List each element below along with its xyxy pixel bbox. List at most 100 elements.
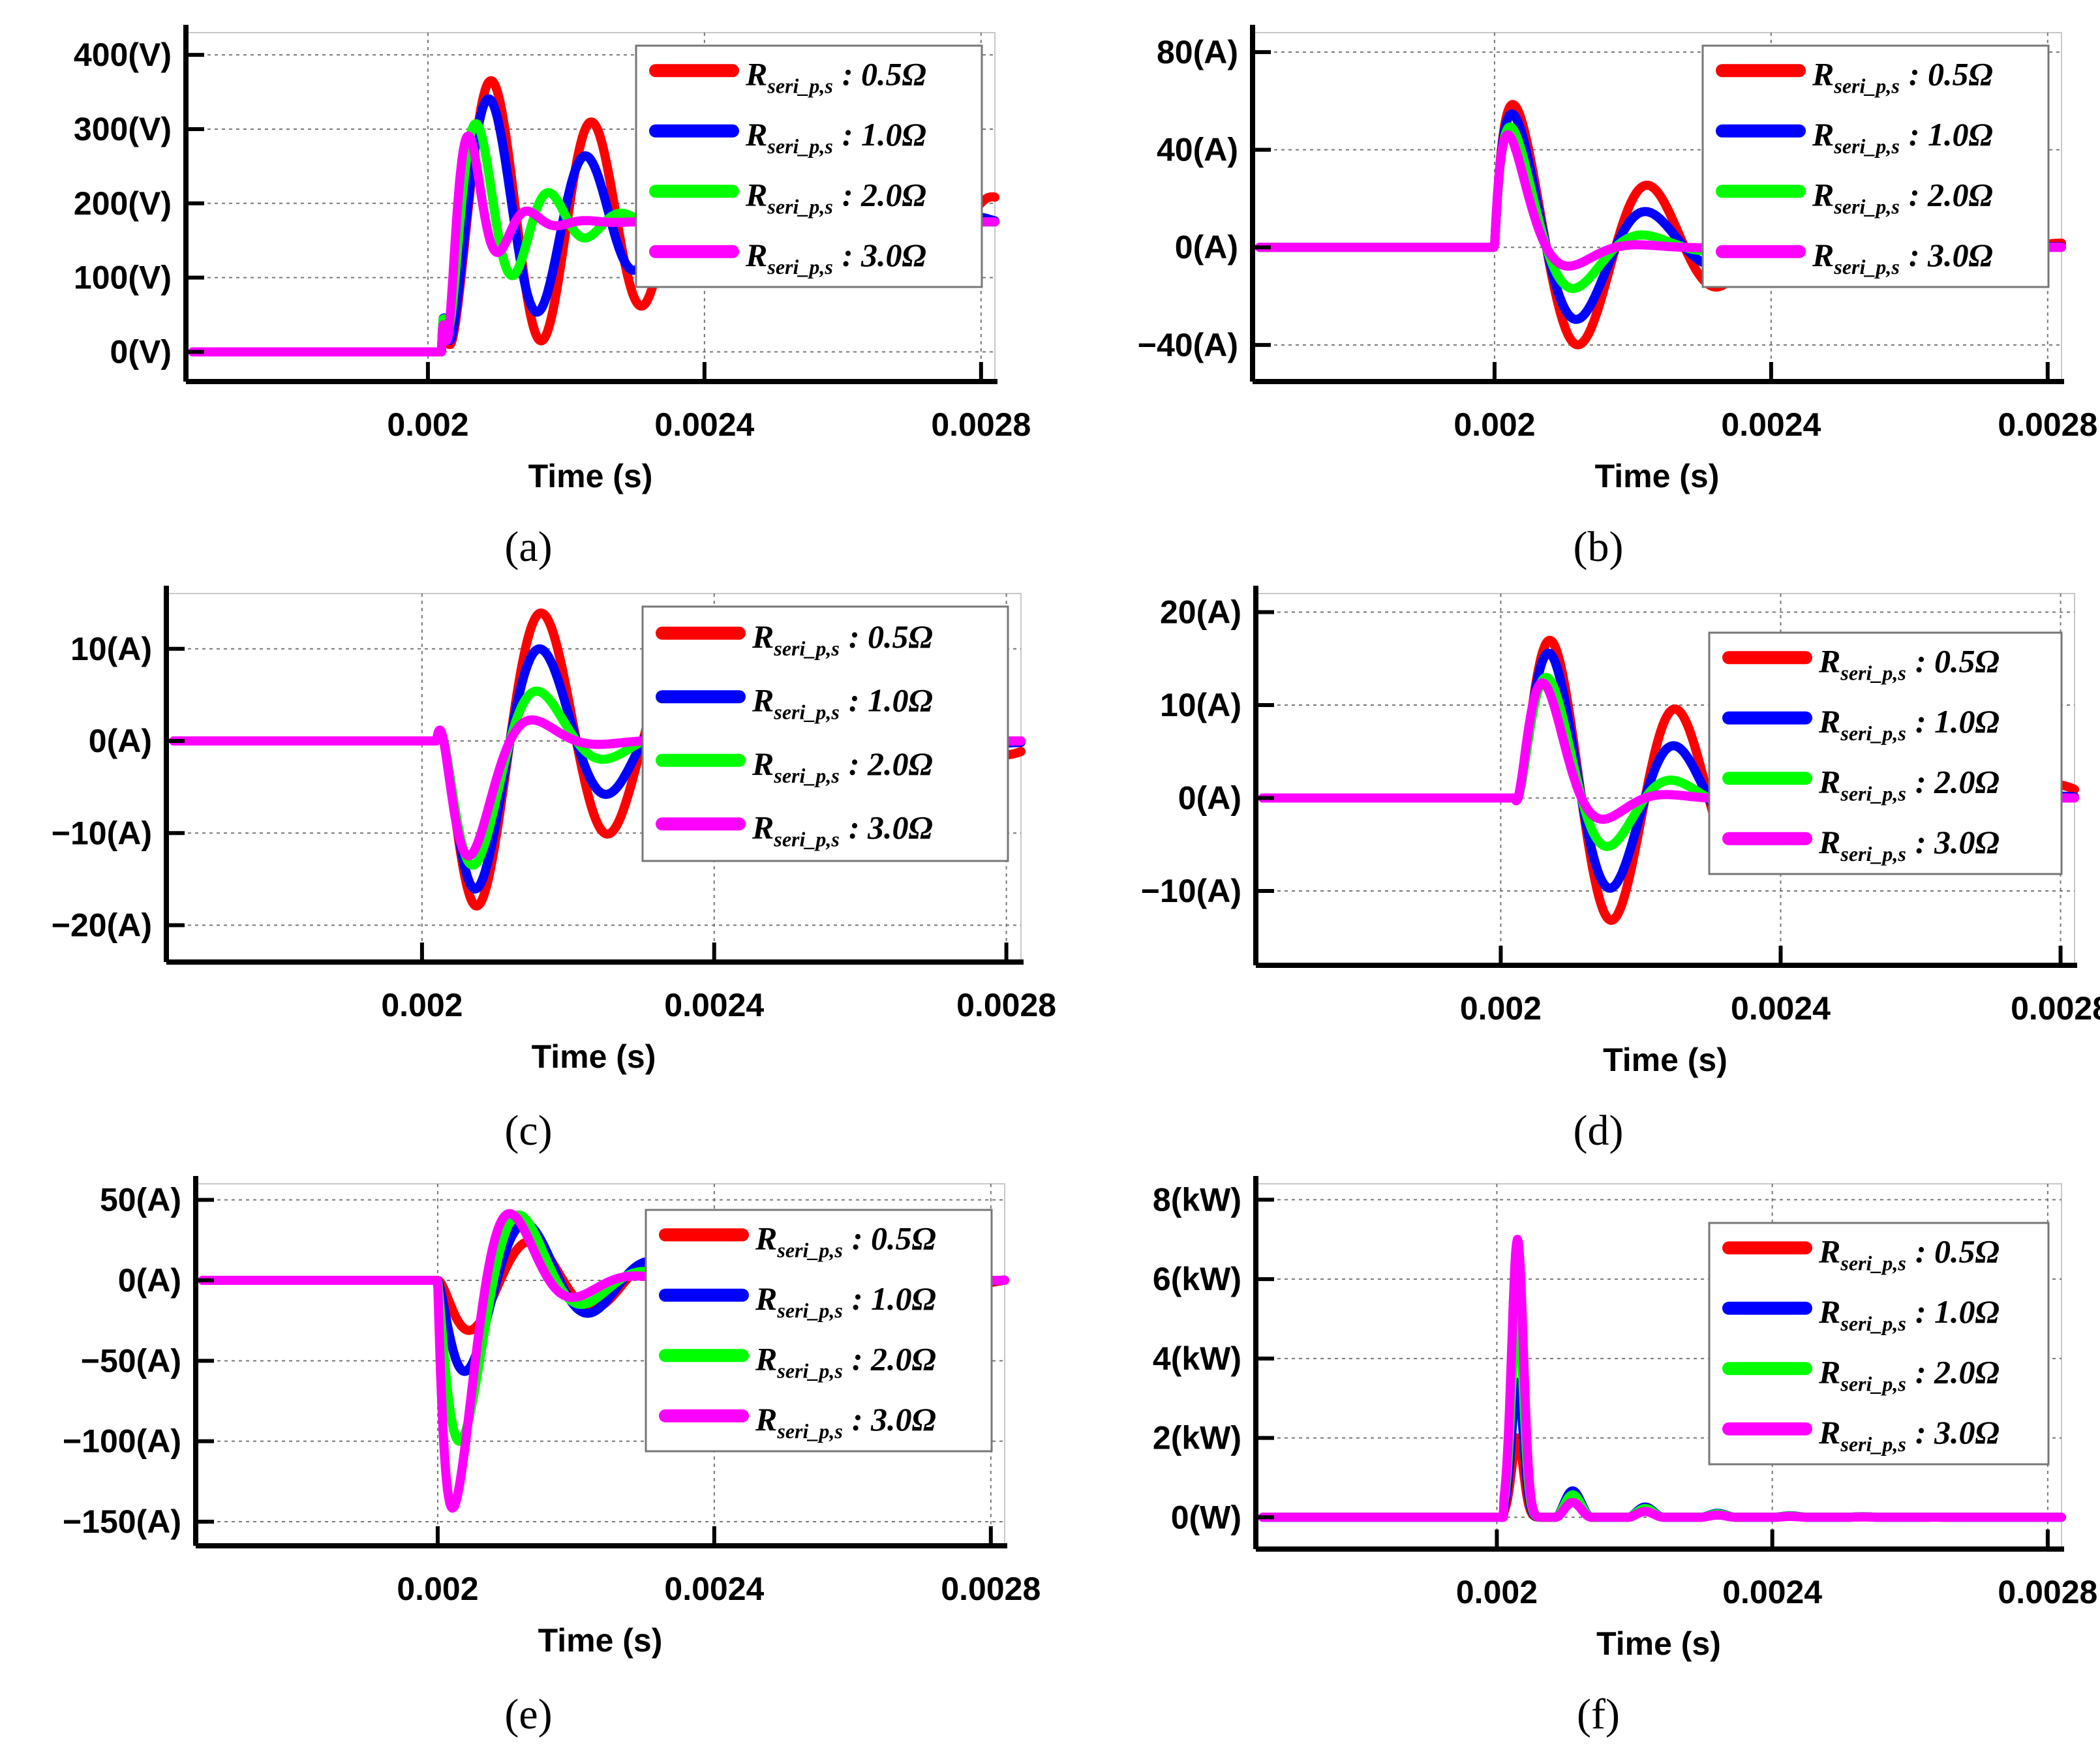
legend-value: : 3.0Ω bbox=[842, 237, 926, 273]
x-axis-title: Time (s) bbox=[538, 1622, 663, 1659]
y-tick-label: 20(A) bbox=[1160, 594, 1241, 631]
legend-symbol: R bbox=[752, 809, 774, 845]
legend-subscript: seri_p,s bbox=[1840, 1432, 1906, 1456]
legend-symbol: R bbox=[1818, 1293, 1840, 1330]
y-tick-label: 50(A) bbox=[100, 1182, 181, 1218]
legend-subscript: seri_p,s bbox=[776, 1419, 842, 1443]
legend-label: Rseri_p,s: 0.5Ω bbox=[755, 1220, 936, 1261]
legend-symbol: R bbox=[1818, 1353, 1840, 1390]
legend-value: : 1.0Ω bbox=[1909, 116, 1993, 153]
legend-symbol: R bbox=[752, 746, 774, 782]
legend-subscript: seri_p,s bbox=[767, 194, 832, 218]
panel-caption: (b) bbox=[1574, 523, 1624, 571]
legend-subscript: seri_p,s bbox=[776, 1299, 842, 1322]
legend-label: Rseri_p,s : 1.0Ω bbox=[1812, 116, 1993, 158]
legend-value: : 1.0Ω bbox=[1915, 1293, 2000, 1330]
legend-subscript: seri_p,s bbox=[1833, 255, 1899, 279]
y-tick-label: 200(V) bbox=[74, 185, 172, 222]
x-tick-label: 0.002 bbox=[397, 1571, 478, 1607]
y-tick-label: 0(W) bbox=[1171, 1499, 1241, 1535]
x-tick-label: 0.0024 bbox=[1722, 1574, 1822, 1610]
panel-caption: (a) bbox=[504, 523, 552, 571]
legend-subscript: seri_p,s bbox=[1840, 661, 1906, 684]
legend-label: Rseri_p,s: 1.0Ω bbox=[745, 116, 926, 158]
legend-value: : 0.5Ω bbox=[1915, 1233, 2000, 1269]
x-tick-label: 0.0024 bbox=[1721, 406, 1821, 443]
legend-symbol: R bbox=[1812, 116, 1834, 153]
panel-caption: (d) bbox=[1574, 1107, 1624, 1154]
legend-symbol: R bbox=[752, 618, 774, 655]
y-tick-label: 0(A) bbox=[1175, 229, 1238, 265]
chart-panel-d: Rseri_p,s: 0.5Ω Rseri_p,s: 1.0Ω Rseri_p,s:… bbox=[1141, 586, 2100, 1154]
y-tick-label: 0(A) bbox=[118, 1262, 181, 1299]
y-tick-label: 0(A) bbox=[89, 723, 152, 759]
x-tick-label: 0.002 bbox=[1460, 990, 1542, 1027]
legend-label: Rseri_p,s: 2.0Ω bbox=[1818, 763, 2000, 805]
legend-value: : 1.0Ω bbox=[852, 1280, 936, 1317]
legend-label: Rseri_p,s: 0.5Ω bbox=[1818, 1233, 2000, 1274]
legend-subscript: seri_p,s bbox=[773, 827, 839, 851]
legend-label: Rseri_p,s: 3.0Ω bbox=[745, 237, 926, 279]
legend-symbol: R bbox=[755, 1401, 777, 1438]
legend-label: Rseri_p,s : 0.5Ω bbox=[1812, 55, 1993, 97]
legend-subscript: seri_p,s bbox=[773, 700, 839, 723]
legend-value: : 0.5Ω bbox=[849, 618, 933, 655]
y-tick-label: 8(kW) bbox=[1153, 1181, 1241, 1218]
legend-label: Rseri_p,s: 3.0Ω bbox=[1818, 824, 2000, 866]
x-tick-label: 0.0024 bbox=[664, 987, 764, 1023]
legend-value: : 0.5Ω bbox=[1909, 55, 1993, 92]
legend-subscript: seri_p,s bbox=[1833, 194, 1899, 218]
y-tick-label: 40(A) bbox=[1157, 132, 1238, 168]
legend-subscript: seri_p,s bbox=[773, 637, 839, 660]
y-tick-label: 2(kW) bbox=[1153, 1420, 1241, 1456]
legend-symbol: R bbox=[1818, 703, 1840, 740]
chart-panel-a: Rseri_p,s: 0.5Ω Rseri_p,s: 1.0Ω Rseri_p,s:… bbox=[74, 25, 1031, 571]
chart-panel-b: Rseri_p,s : 0.5Ω Rseri_p,s : 1.0Ω Rseri_p,s:… bbox=[1138, 25, 2097, 571]
legend-subscript: seri_p,s bbox=[767, 134, 832, 158]
x-axis-title: Time (s) bbox=[1603, 1042, 1727, 1078]
x-axis-title: Time (s) bbox=[1596, 1625, 1721, 1662]
legend-value: : 3.0Ω bbox=[1909, 237, 1993, 273]
legend-label: Rseri_p,s: 2.0Ω bbox=[752, 746, 933, 787]
legend-value: : 0.5Ω bbox=[1915, 642, 2000, 679]
y-tick-label: −10(A) bbox=[1141, 873, 1241, 909]
legend-label: Rseri_p,s: 1.0Ω bbox=[752, 682, 933, 723]
legend-symbol: R bbox=[755, 1220, 777, 1256]
x-tick-label: 0.0024 bbox=[664, 1571, 764, 1607]
legend-symbol: R bbox=[755, 1280, 777, 1317]
x-axis-title: Time (s) bbox=[1595, 458, 1720, 494]
y-tick-label: 100(V) bbox=[74, 260, 172, 296]
legend-label: Rseri_p,s: 3.0Ω bbox=[1818, 1414, 2000, 1456]
legend-subscript: seri_p,s bbox=[1840, 842, 1906, 866]
legend-label: Rseri_p,s: 0.5Ω bbox=[745, 55, 926, 97]
legend-symbol: R bbox=[1812, 237, 1834, 273]
legend-symbol: R bbox=[745, 55, 767, 92]
legend-symbol: R bbox=[745, 237, 767, 273]
y-tick-label: 300(V) bbox=[74, 111, 172, 147]
legend-subscript: seri_p,s bbox=[1840, 1372, 1906, 1395]
x-tick-label: 0.0024 bbox=[654, 406, 754, 443]
panel-caption: (e) bbox=[504, 1691, 552, 1738]
y-tick-label: 0(A) bbox=[1178, 780, 1241, 817]
y-tick-label: −20(A) bbox=[52, 907, 152, 944]
y-tick-label: −10(A) bbox=[52, 815, 152, 851]
legend-label: Rseri_p,s: 2.0Ω bbox=[1812, 176, 1993, 218]
legend-value: : 1.0Ω bbox=[849, 682, 933, 718]
y-tick-label: 6(kW) bbox=[1153, 1261, 1241, 1297]
legend-symbol: R bbox=[1812, 55, 1834, 92]
legend-subscript: seri_p,s bbox=[1833, 74, 1899, 97]
chart-panel-e: Rseri_p,s: 0.5Ω Rseri_p,s: 1.0Ω Rseri_p,s:… bbox=[63, 1176, 1041, 1738]
legend-subscript: seri_p,s bbox=[1840, 1312, 1906, 1335]
chart-panel-c: Rseri_p,s : 0.5Ω Rseri_p,s : 1.0Ω Rseri_p,s:… bbox=[52, 586, 1056, 1154]
legend-subscript: seri_p,s bbox=[1833, 134, 1899, 158]
legend-value: : 2.0Ω bbox=[852, 1340, 936, 1377]
legend-label: Rseri_p,s: 0.5Ω bbox=[1818, 642, 2000, 684]
legend-symbol: R bbox=[1818, 824, 1840, 860]
y-tick-label: 10(A) bbox=[70, 631, 152, 667]
x-tick-label: 0.0028 bbox=[931, 406, 1031, 443]
x-tick-label: 0.0028 bbox=[1998, 406, 2097, 443]
legend-symbol: R bbox=[755, 1340, 777, 1377]
legend-subscript: seri_p,s bbox=[1840, 721, 1906, 745]
legend-subscript: seri_p,s bbox=[776, 1359, 842, 1382]
